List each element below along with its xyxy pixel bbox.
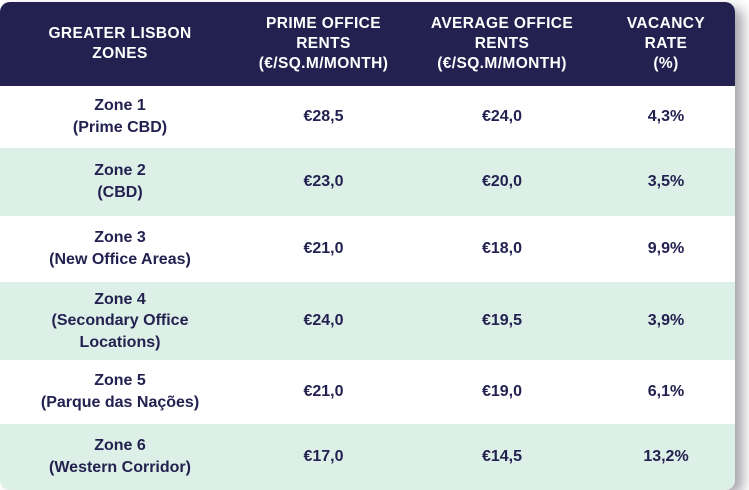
vacancy-rate-cell: 4,3% <box>647 108 685 126</box>
table-row-zone-2: Zone 2 (CBD) €23,0 €20,0 3,5% <box>0 148 735 216</box>
zone-cell: Zone 1 (Prime CBD) <box>72 97 168 136</box>
table-row-zone-5: Zone 5 (Parque das Nações) €21,0 €19,0 6… <box>0 360 735 424</box>
vacancy-rate-cell: 3,9% <box>647 312 685 330</box>
header-cell-average-rents: AVERAGE OFFICE RENTS (€/SQ.M/MONTH) <box>430 14 574 73</box>
table-row-zone-1: Zone 1 (Prime CBD) €28,5 €24,0 4,3% <box>0 86 735 148</box>
zone-cell: Zone 3 (New Office Areas) <box>49 229 191 268</box>
average-rent-cell: €14,5 <box>481 448 523 466</box>
header-cell-zones: GREATER LISBON ZONES <box>48 24 192 62</box>
vacancy-rate-cell: 13,2% <box>643 448 689 466</box>
zone-cell: Zone 6 (Western Corridor) <box>49 437 191 476</box>
table-row-zone-6: Zone 6 (Western Corridor) €17,0 €14,5 13… <box>0 424 735 490</box>
header-cell-prime-rents: PRIME OFFICE RENTS (€/SQ.M/MONTH) <box>258 14 389 73</box>
table-header-row: GREATER LISBON ZONES PRIME OFFICE RENTS … <box>0 2 735 86</box>
prime-rent-cell: €24,0 <box>303 312 344 330</box>
header-cell-vacancy-rate: VACANCY RATE (%) <box>626 14 706 73</box>
vacancy-rate-cell: 3,5% <box>647 173 685 191</box>
table-row-zone-3: Zone 3 (New Office Areas) €21,0 €18,0 9,… <box>0 216 735 282</box>
zone-cell: Zone 4 (Secondary Office Locations) <box>51 290 189 351</box>
prime-rent-cell: €28,5 <box>303 108 344 126</box>
average-rent-cell: €20,0 <box>481 173 523 191</box>
table-row-zone-4: Zone 4 (Secondary Office Locations) €24,… <box>0 282 735 360</box>
prime-rent-cell: €23,0 <box>303 173 344 191</box>
prime-rent-cell: €21,0 <box>303 383 344 401</box>
average-rent-cell: €24,0 <box>481 108 523 126</box>
zone-cell: Zone 2 (CBD) <box>94 162 146 201</box>
zone-cell: Zone 5 (Parque das Nações) <box>40 372 200 411</box>
average-rent-cell: €18,0 <box>481 240 523 258</box>
vacancy-rate-cell: 6,1% <box>647 383 685 401</box>
lisbon-zones-table: GREATER LISBON ZONES PRIME OFFICE RENTS … <box>0 2 735 490</box>
prime-rent-cell: €21,0 <box>303 240 344 258</box>
average-rent-cell: €19,0 <box>481 383 523 401</box>
average-rent-cell: €19,5 <box>481 312 523 330</box>
vacancy-rate-cell: 9,9% <box>647 240 685 258</box>
prime-rent-cell: €17,0 <box>303 448 344 466</box>
